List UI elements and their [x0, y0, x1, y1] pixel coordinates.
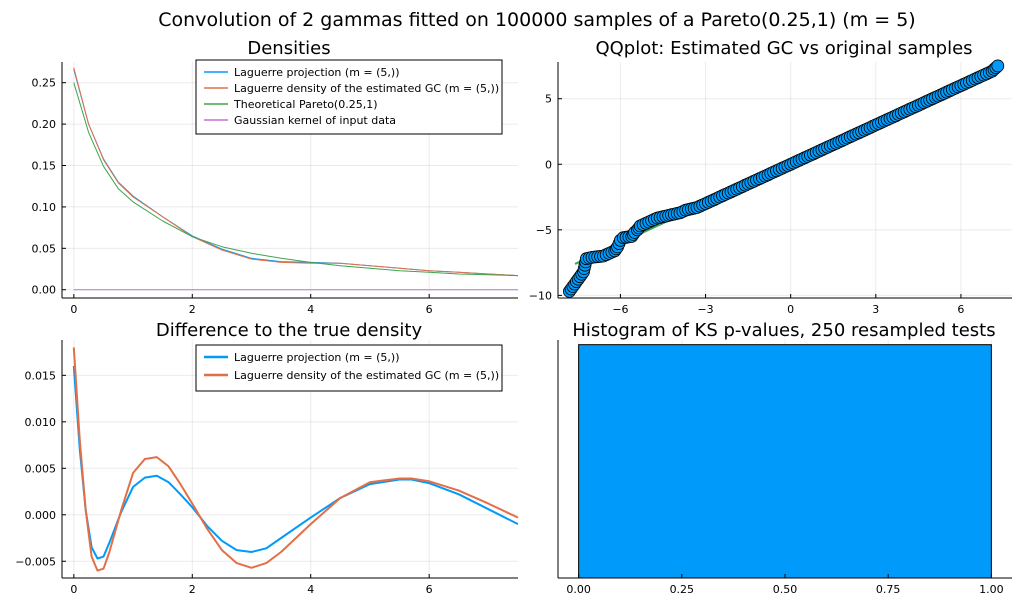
- x-tick-label: 0.75: [876, 583, 901, 596]
- y-tick-label: 0.010: [25, 416, 57, 429]
- legend-box: [195, 344, 503, 392]
- x-tick-label: 0.25: [670, 583, 695, 596]
- x-tick-label: 0: [787, 303, 794, 316]
- legend-label: Laguerre density of the estimated GC (m …: [234, 82, 499, 95]
- x-tick-label: 6: [957, 303, 964, 316]
- densities-panel: Densities 0 2 4 6 0.00 0.05 0.10 0.15 0.20 0.25 La…: [32, 38, 519, 316]
- qqplot-title: QQplot: Estimated GC vs original samples: [595, 38, 972, 59]
- x-tick-label: 4: [307, 583, 314, 596]
- y-tick-label: 0.05: [32, 242, 57, 255]
- legend-label: Gaussian kernel of input data: [234, 114, 396, 127]
- y-tick-label: 5: [545, 93, 552, 106]
- qq-point: [991, 59, 1005, 73]
- x-tick-label: 0: [70, 303, 77, 316]
- figure-title: Convolution of 2 gammas fitted on 100000…: [158, 9, 915, 31]
- x-tick-label: 0: [70, 583, 77, 596]
- x-tick-label: 0.00: [566, 583, 591, 596]
- y-tick-label: 0.005: [25, 462, 57, 475]
- x-tick-label: 3: [872, 303, 879, 316]
- x-tick-label: 4: [307, 303, 314, 316]
- x-tick-label: 2: [189, 303, 196, 316]
- series-line: [73, 67, 519, 277]
- x-tick-label: 1.00: [979, 583, 1004, 596]
- y-tick-label: 0.015: [25, 369, 57, 382]
- difference-panel: Difference to the true density 0 2 4 6 −0.00…: [15, 320, 519, 596]
- histogram-bar: [578, 344, 992, 579]
- legend-label: Laguerre density of the estimated GC (m …: [234, 369, 499, 382]
- histogram-panel: Histogram of KS p-values, 250 resampled …: [557, 320, 1012, 596]
- y-tick-label: 0.00: [32, 284, 57, 297]
- x-tick-label: 6: [426, 583, 433, 596]
- densities-title: Densities: [247, 38, 330, 59]
- x-tick-label: 0.50: [773, 583, 798, 596]
- histogram-title: Histogram of KS p-values, 250 resampled …: [572, 320, 995, 341]
- series-line: [72, 347, 519, 572]
- y-tick-label: 0.10: [32, 201, 57, 214]
- y-tick-label: 0.25: [32, 77, 57, 90]
- qqplot-panel: QQplot: Estimated GC vs original samples…: [529, 38, 1012, 316]
- x-tick-label: −6: [612, 303, 628, 316]
- y-tick-label: 0.20: [32, 118, 57, 131]
- legend-label: Laguerre projection (m = (5,)): [234, 351, 399, 364]
- difference-title: Difference to the true density: [156, 320, 423, 341]
- legend-box: [195, 59, 503, 135]
- x-tick-label: 6: [426, 303, 433, 316]
- legend-label: Laguerre projection (m = (5,)): [234, 66, 399, 79]
- x-tick-label: −3: [697, 303, 713, 316]
- y-tick-label: 0.15: [32, 160, 57, 173]
- y-tick-label: −5: [536, 224, 552, 237]
- y-tick-label: 0.000: [25, 509, 57, 522]
- series-line: [73, 82, 519, 277]
- x-tick-label: 2: [189, 583, 196, 596]
- y-tick-label: −0.005: [15, 555, 56, 568]
- legend-label: Theoretical Pareto(0.25,1): [233, 98, 378, 111]
- y-tick-label: −10: [529, 289, 552, 302]
- y-tick-label: 0: [545, 158, 552, 171]
- series-line: [72, 365, 519, 560]
